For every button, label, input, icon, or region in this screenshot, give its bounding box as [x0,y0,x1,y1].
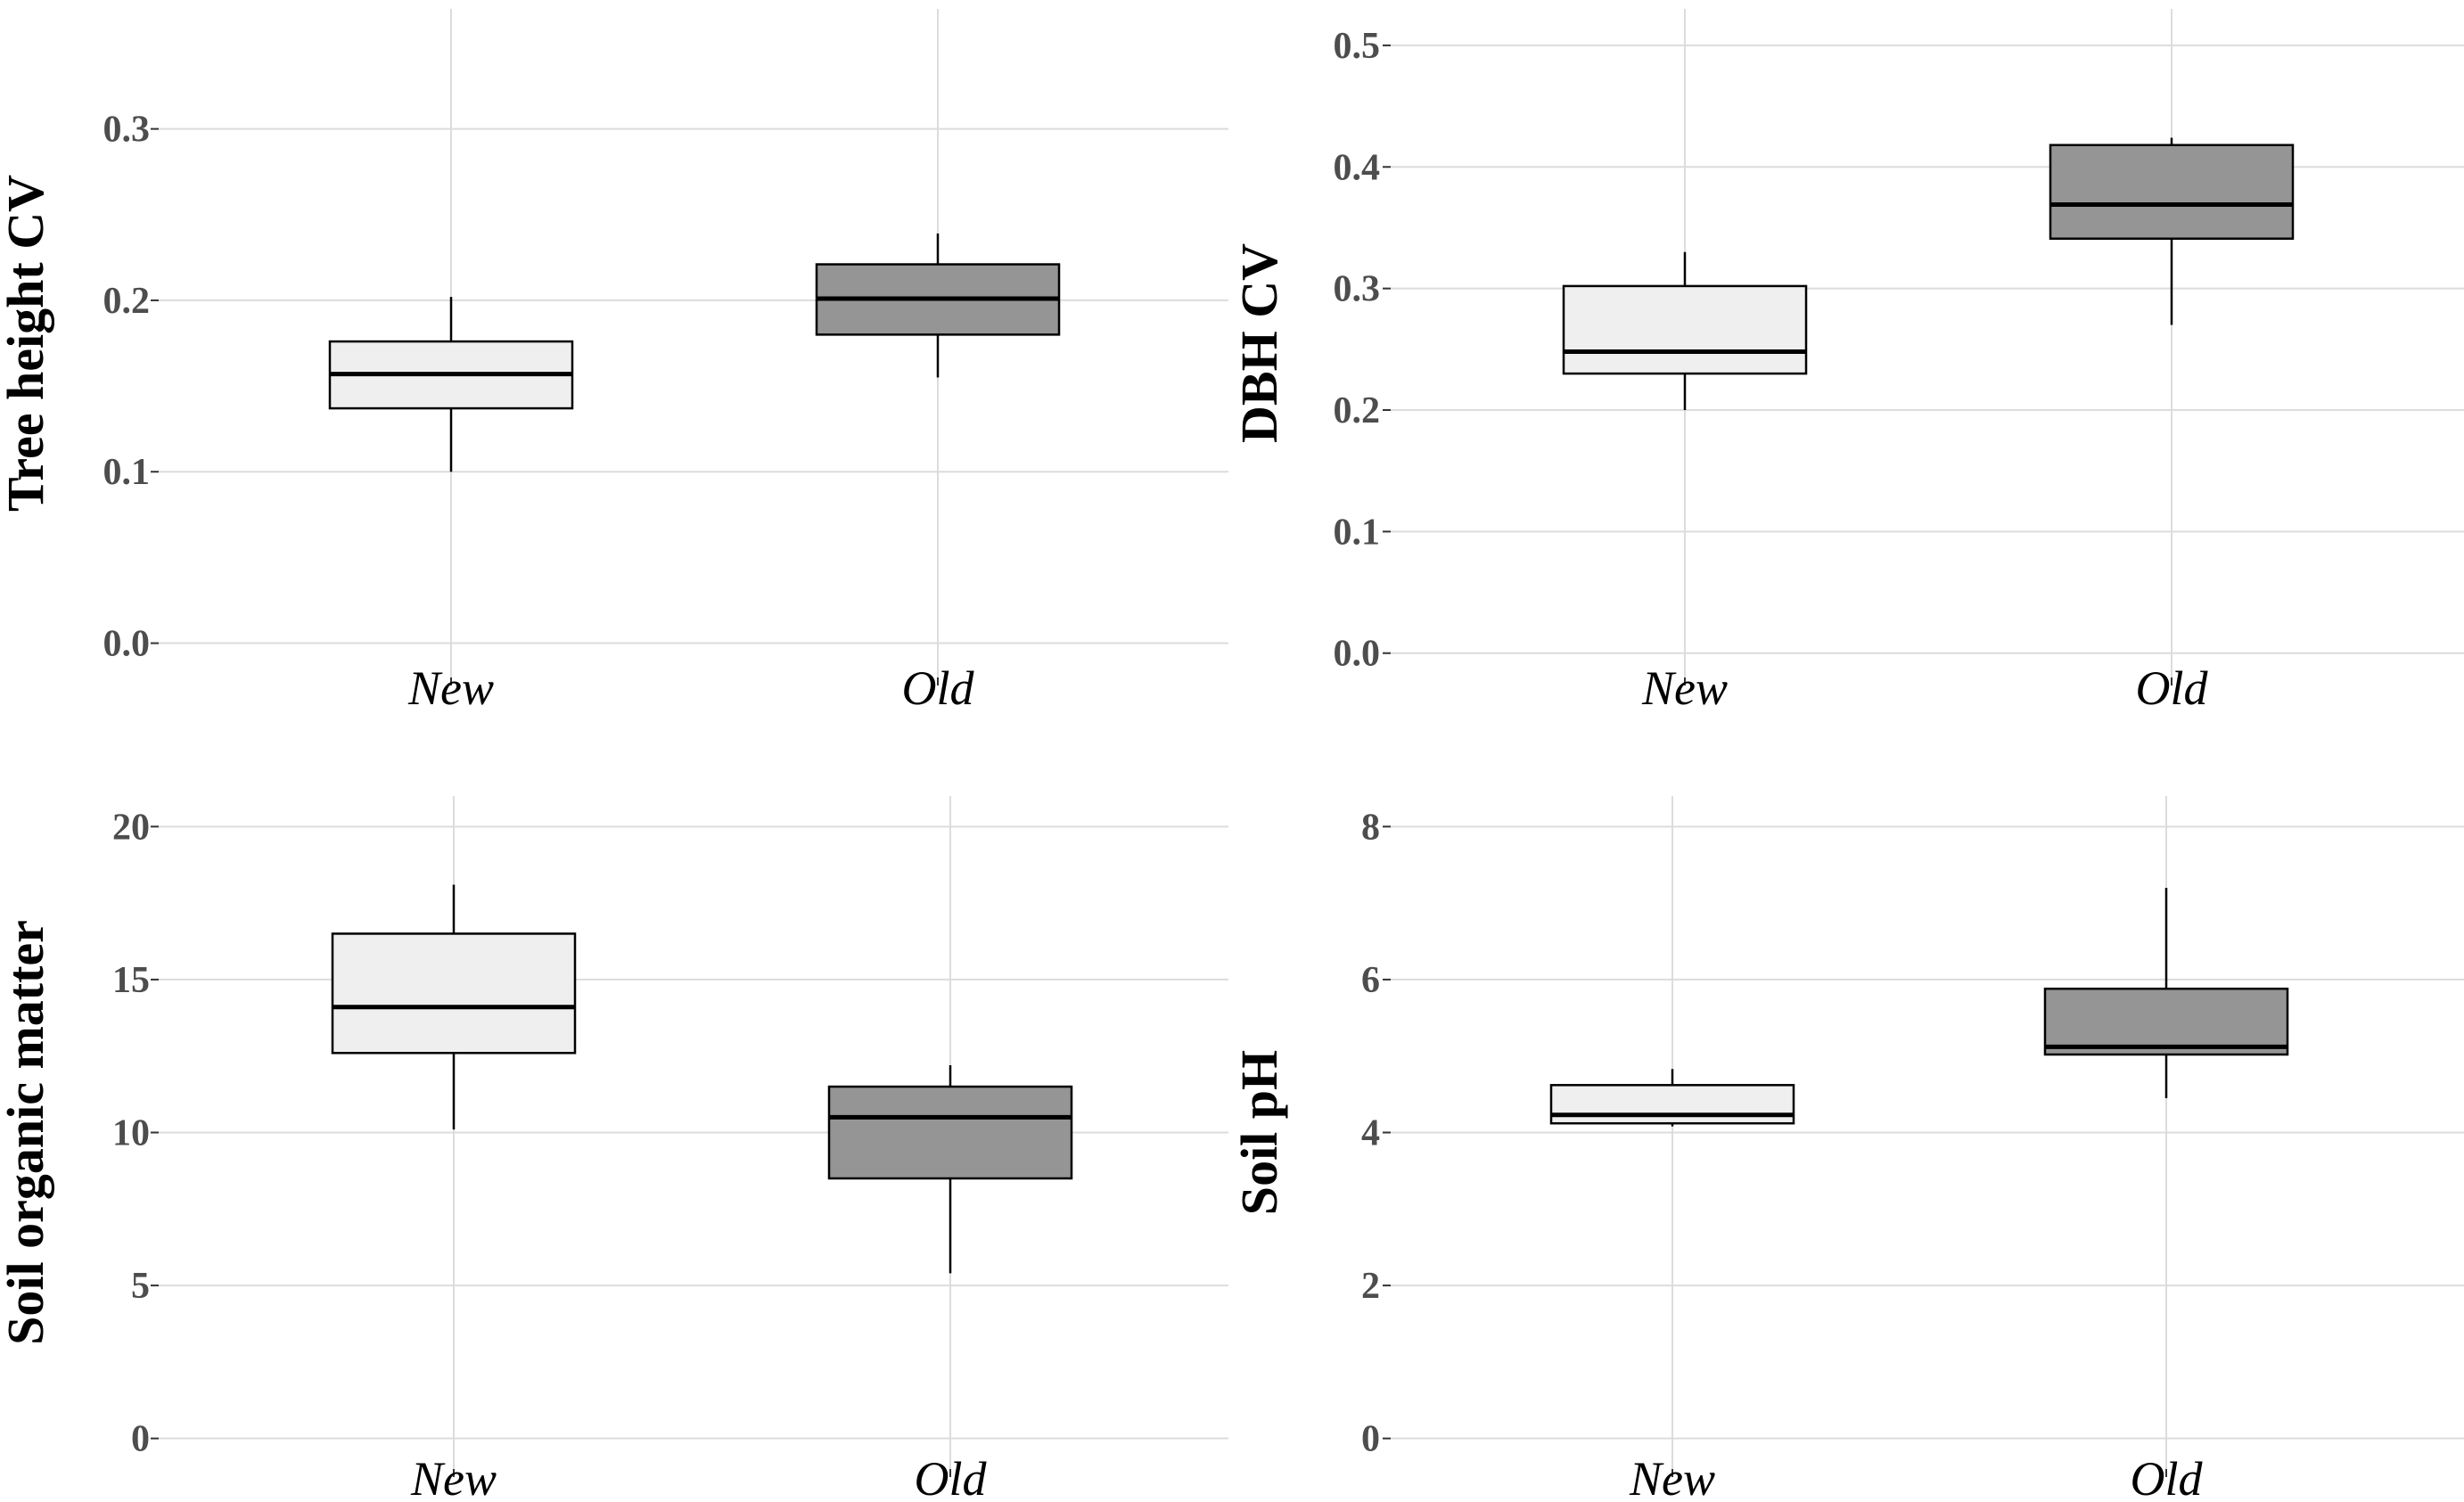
panel-dbh-cv: 0.0 0.1 0.2 0.3 0.4 0.5 New Old DBH CV [1230,9,2464,715]
box-old [2043,887,2289,1098]
y-tick-label: 0.3 [103,110,151,151]
box-iqr [331,932,577,1055]
y-tick-label: 4 [1361,1113,1380,1154]
y-axis-label: Soil organic matter [0,920,54,1345]
y-tick-label: 0.3 [1334,269,1381,310]
x-tick-label: Old [915,1452,988,1502]
y-tick-label: 0.1 [1334,512,1381,553]
y-tick-label: 0.1 [103,452,151,493]
box-old [2049,137,2295,325]
box-iqr [1549,1084,1795,1125]
x-tick-label: Old [2131,1452,2204,1502]
x-tick-label: Old [2136,661,2209,715]
y-axis-label: Soil pH [1230,1050,1288,1215]
x-tick-label: Old [902,661,975,715]
y-axis-label: Tree height CV [0,175,54,512]
panel-soil-ph: 0 2 4 6 8 New Old Soil pH [1230,796,2464,1502]
y-tick-label: 0.0 [1334,634,1381,675]
box-iqr [2049,144,2295,240]
y-tick-label: 0.2 [103,281,151,322]
y-tick-label: 5 [131,1266,150,1307]
box-old [815,233,1061,378]
panel-tree-height-cv: 0.0 0.1 0.2 0.3 New Old Tree height CV [0,9,1228,715]
y-tick-label: 0.2 [1334,390,1381,431]
y-tick-label: 2 [1361,1266,1380,1307]
x-tick-label: New [1641,661,1728,715]
y-tick-label: 0.5 [1334,26,1381,67]
box-new [1549,1069,1795,1127]
y-tick-label: 10 [112,1113,150,1154]
box-iqr [827,1085,1073,1180]
y-tick-label: 6 [1361,960,1380,1001]
x-tick-label: New [1629,1452,1715,1502]
box-iqr [1562,284,1808,375]
y-axis-label: DBH CV [1230,243,1288,443]
x-tick-label: New [410,1452,497,1502]
box-new [1562,251,1808,410]
box-iqr [2043,987,2289,1056]
x-tick-label: New [407,661,494,715]
y-tick-label: 15 [112,960,150,1001]
box-new [331,884,577,1130]
y-tick-label: 0 [131,1419,150,1460]
y-tick-label: 20 [112,807,150,848]
panel-soil-organic-matter: 0 5 10 15 20 New Old Soil organic matter [0,796,1228,1502]
y-tick-label: 0 [1361,1419,1380,1460]
box-new [328,297,574,472]
y-tick-label: 0.4 [1334,147,1381,188]
box-old [827,1065,1073,1274]
y-tick-label: 0.0 [103,624,151,665]
y-tick-label: 8 [1361,807,1380,848]
